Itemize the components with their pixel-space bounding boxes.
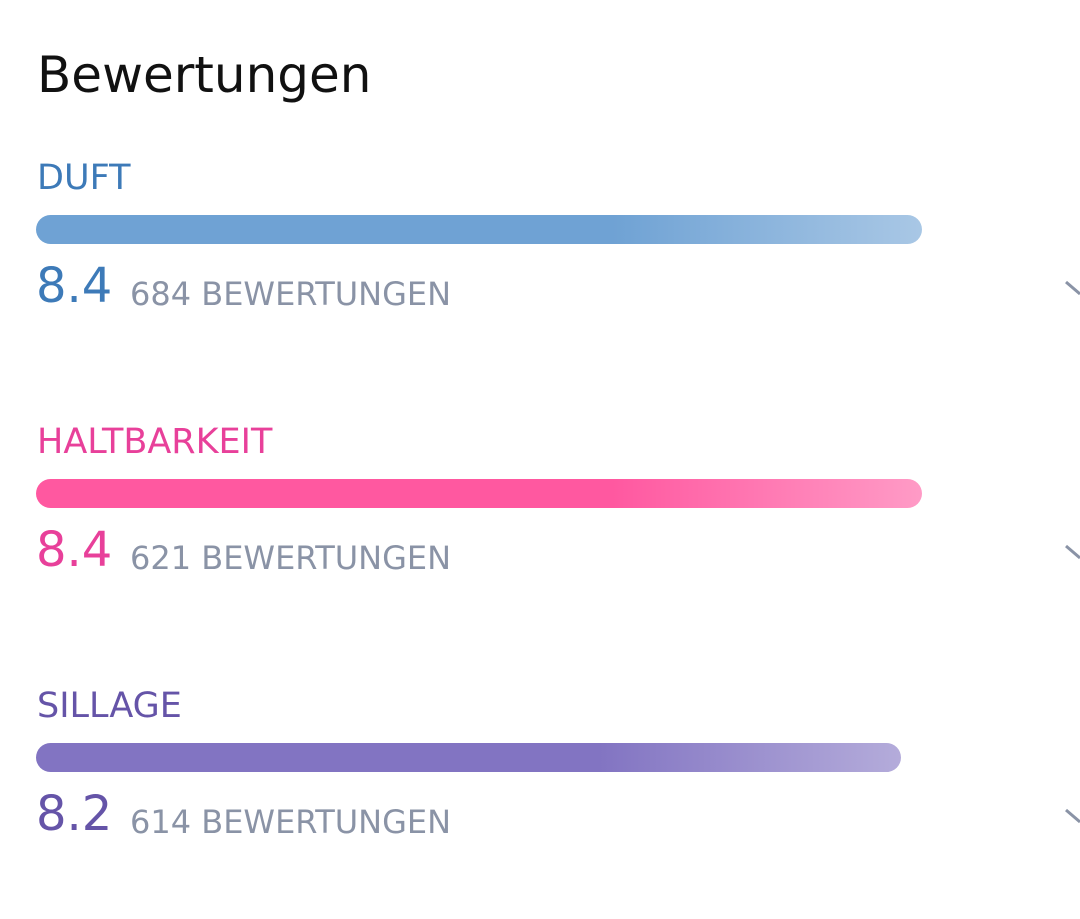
title: Bewertungen	[37, 46, 372, 104]
chevron-icon	[1065, 808, 1080, 824]
rating-label: HALTBARKEIT	[37, 422, 273, 462]
rating-score: 8.4	[36, 522, 113, 578]
rating-score: 8.2	[36, 786, 113, 842]
rating-bar	[36, 479, 923, 508]
rating-score: 8.4	[36, 258, 113, 314]
rating-count: 614 BEWERTUNGEN	[130, 803, 452, 841]
expand-chevron[interactable]	[1062, 806, 1080, 834]
chevron-icon	[1065, 544, 1080, 560]
rating-bar	[36, 743, 902, 772]
chevron-icon	[1065, 280, 1080, 296]
rating-label: SILLAGE	[37, 686, 182, 726]
rating-count: 684 BEWERTUNGEN	[130, 275, 452, 313]
expand-chevron[interactable]	[1062, 542, 1080, 570]
rating-label: DUFT	[37, 158, 131, 198]
expand-chevron[interactable]	[1062, 278, 1080, 306]
rating-count: 621 BEWERTUNGEN	[130, 539, 452, 577]
rating-bar	[36, 215, 923, 244]
